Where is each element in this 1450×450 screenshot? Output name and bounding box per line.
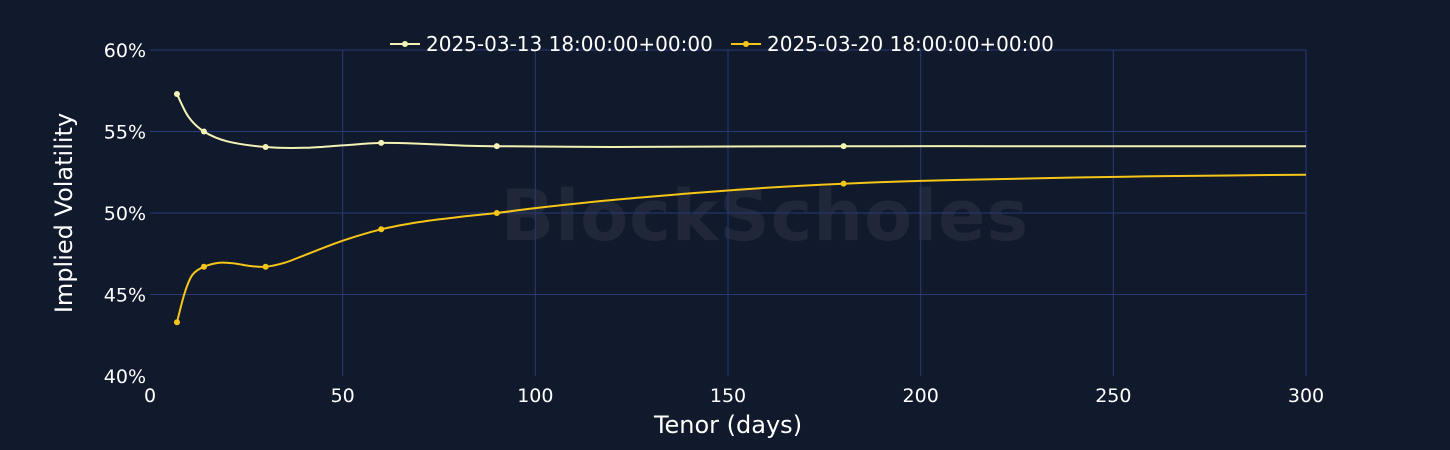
data-point[interactable]: [378, 139, 385, 146]
legend-marker: [402, 41, 408, 47]
series-line-2: [176, 173, 1307, 323]
y-tick-label: 40%: [104, 366, 146, 388]
y-tick-label: 50%: [104, 203, 146, 225]
x-tick-label: 0: [144, 385, 156, 407]
legend-label: 2025-03-20 18:00:00+00:00: [767, 32, 1054, 56]
x-axis-ticks: 0 50 100 150 200 250 300: [144, 385, 1324, 407]
y-tick-label: 55%: [104, 122, 146, 144]
data-point[interactable]: [173, 91, 180, 98]
legend-item-1[interactable]: 2025-03-13 18:00:00+00:00: [390, 32, 713, 56]
data-point[interactable]: [840, 180, 847, 187]
x-tick-label: 150: [710, 385, 746, 407]
series-line-1: [176, 93, 1306, 149]
data-point[interactable]: [262, 263, 269, 270]
data-point[interactable]: [173, 319, 180, 326]
legend-label: 2025-03-13 18:00:00+00:00: [426, 32, 713, 56]
y-axis-ticks: 40% 45% 50% 55% 60%: [104, 40, 146, 388]
x-axis-title: Tenor (days): [653, 411, 802, 439]
data-point[interactable]: [200, 128, 207, 135]
x-tick-label: 250: [1095, 385, 1131, 407]
x-tick-label: 100: [517, 385, 553, 407]
x-tick-label: 300: [1288, 385, 1324, 407]
data-point[interactable]: [493, 210, 500, 216]
data-point[interactable]: [840, 143, 847, 150]
legend-marker: [743, 41, 749, 47]
data-point[interactable]: [200, 263, 207, 270]
x-tick-label: 50: [331, 385, 355, 407]
y-tick-label: 45%: [104, 285, 146, 307]
y-tick-label: 60%: [104, 40, 146, 62]
gridlines: [150, 49, 1307, 376]
y-axis-title: Implied Volatility: [50, 113, 78, 313]
data-point[interactable]: [262, 143, 269, 150]
legend-item-2[interactable]: 2025-03-20 18:00:00+00:00: [731, 32, 1054, 56]
series-lines: [173, 91, 1307, 326]
x-tick-label: 200: [903, 385, 939, 407]
legend[interactable]: 2025-03-13 18:00:00+00:00 2025-03-20 18:0…: [390, 32, 1054, 56]
data-point[interactable]: [493, 143, 500, 150]
data-point[interactable]: [378, 226, 385, 233]
